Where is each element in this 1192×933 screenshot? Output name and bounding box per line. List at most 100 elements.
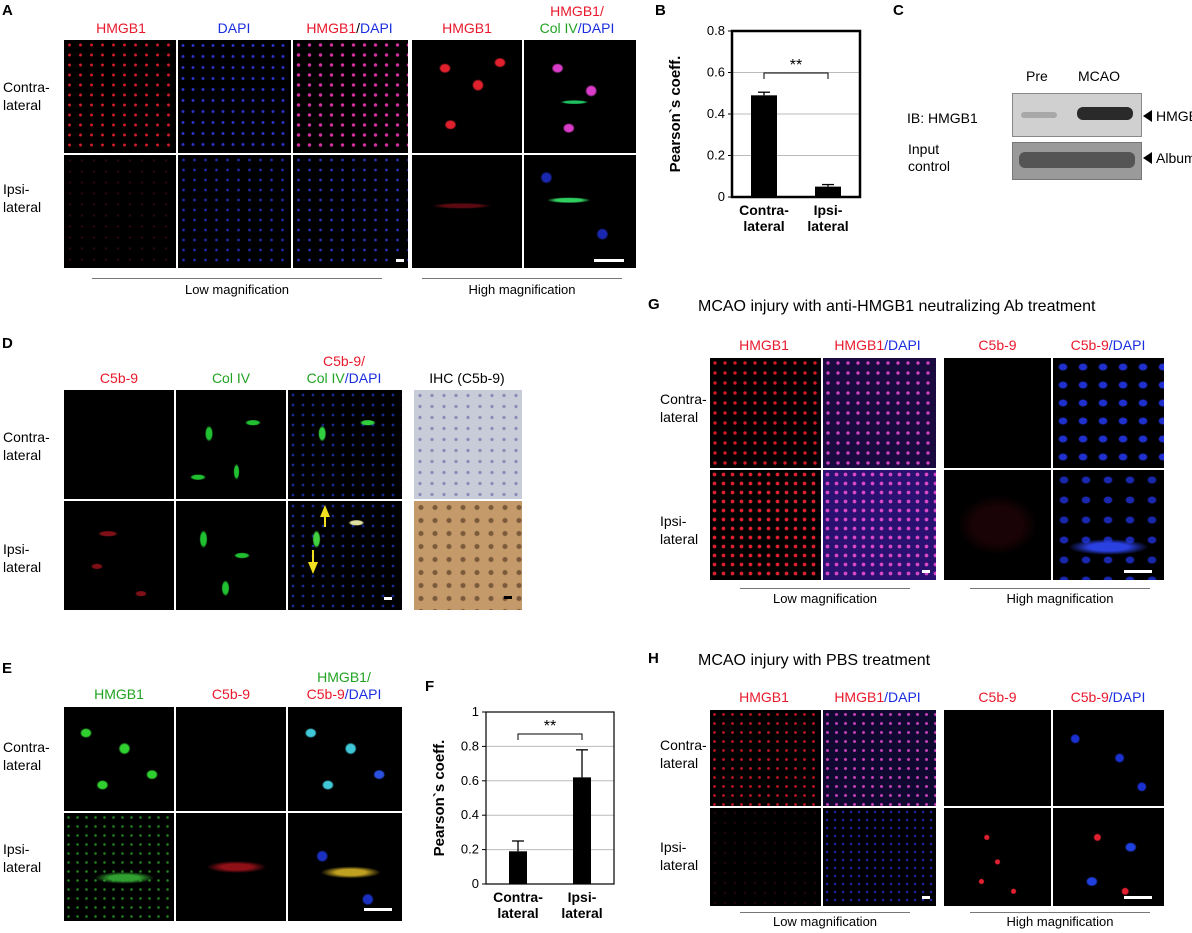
d-row-contralateral: Contra- lateral [3, 429, 50, 463]
y-tick-label: 0.6 [707, 65, 725, 80]
c-arrow-albumin [1143, 152, 1152, 164]
g-high-image-grid [944, 358, 1164, 580]
d-img-ipsi-c5b9 [64, 501, 174, 610]
g-col-hmgb1: HMGB1 [739, 337, 789, 353]
d-img-contra-col4 [176, 390, 286, 499]
h-img-ipsi-merge [823, 808, 936, 906]
y-tick-label: 0 [472, 876, 479, 891]
h-img-ipsi-hmgb1 [710, 808, 821, 906]
d-ihc-scale-bar [504, 596, 512, 599]
a-img-high-contra-hmgb1 [412, 40, 522, 153]
c-band-label-albumin: Albumin [1156, 150, 1192, 166]
h-scale-bar-low [922, 896, 930, 899]
g-low-bracket [740, 588, 910, 589]
g-img-high-contra-merge [1053, 358, 1164, 468]
g-img-ipsi-merge [823, 470, 936, 580]
h-scale-bar-high [1124, 896, 1152, 899]
c-blot-hmgb1 [1012, 93, 1142, 137]
a-img-ipsi-dapi [178, 155, 291, 268]
h-img-high-contra-c5b9 [944, 710, 1051, 806]
x-category-label: Ipsi- [814, 202, 843, 218]
panel-label-e: E [2, 660, 13, 677]
h-footer-low: Low magnification [772, 914, 878, 929]
x-category-label: Contra- [493, 889, 543, 905]
h-col-c5b9: C5b-9 [978, 689, 1017, 705]
c-band-pre [1021, 112, 1057, 118]
h-col-hmgb1: HMGB1 [739, 689, 789, 705]
bar-2 [815, 186, 841, 197]
a-col-hmgb1: HMGB1 [96, 20, 146, 36]
a-img-contra-merge [293, 40, 408, 153]
panel-label-h: H [648, 650, 659, 667]
g-row-ipsilateral: Ipsi- lateral [660, 513, 699, 547]
h-img-high-ipsi-c5b9 [944, 808, 1051, 906]
c-input-control: Input control [908, 141, 951, 174]
a-col-merge: HMGB1/DAPI [306, 20, 393, 36]
significance-bracket [517, 733, 583, 740]
c-blot-albumin [1012, 142, 1142, 180]
c-arrow-hmgb1 [1143, 110, 1152, 122]
panel-label-c: C [893, 2, 904, 19]
e-img-contra-c5b9 [176, 707, 286, 811]
g-img-contra-merge [823, 358, 936, 468]
h-img-high-ipsi-merge [1053, 808, 1164, 906]
x-category-label: lateral [497, 905, 538, 921]
h-col-c5b9-dapi: C5b-9/DAPI [1070, 689, 1146, 705]
c-lane-mcao: MCAO [1078, 68, 1120, 84]
a-img-high-ipsi-hmgb1 [412, 155, 522, 268]
h-low-bracket [740, 912, 910, 913]
h-row-ipsilateral: Ipsi- lateral [660, 839, 699, 873]
significance-marker: ** [790, 57, 802, 74]
a-row-contralateral: Contra- lateral [3, 79, 50, 113]
d-img-ihc-ipsi [414, 501, 522, 610]
significance-marker: ** [544, 718, 556, 735]
y-tick-label: 0.4 [707, 106, 725, 121]
d-arrow-lower-shaft [312, 550, 314, 562]
d-img-ihc-contra [414, 390, 522, 499]
g-title: MCAO injury with anti-HMGB1 neutralizing… [698, 298, 1096, 315]
h-col-hmgb1-dapi: HMGB1/DAPI [834, 689, 921, 705]
a-img-high-ipsi-merge [524, 155, 636, 268]
h-title: MCAO injury with PBS treatment [698, 652, 931, 669]
d-img-ipsi-col4 [176, 501, 286, 610]
e-col-merge: HMGB1/C5b-9/DAPI [306, 669, 382, 702]
d-arrow-upper-shaft [324, 517, 326, 527]
g-col-c5b9: C5b-9 [978, 337, 1017, 353]
a-high-image-grid [412, 40, 636, 268]
a-footer-low: Low magnification [184, 282, 290, 297]
y-tick-label: 0.2 [461, 842, 479, 857]
y-tick-label: 0.6 [461, 773, 479, 788]
chart-b: 00.20.40.60.8Contra-lateralIpsi-lateral*… [667, 23, 862, 234]
h-img-contra-merge [823, 710, 936, 806]
d-arrow-lower [308, 562, 318, 574]
y-tick-label: 0.8 [707, 23, 725, 38]
e-img-ipsi-merge [288, 813, 402, 921]
y-tick-label: 0.2 [707, 148, 725, 163]
y-tick-label: 0 [718, 189, 725, 204]
a-scale-bar-high [594, 259, 624, 262]
g-col-c5b9-dapi: C5b-9/DAPI [1070, 337, 1146, 353]
g-img-high-ipsi-merge [1053, 470, 1164, 580]
e-img-contra-hmgb1 [64, 707, 174, 811]
g-scale-bar-high [1124, 570, 1152, 573]
g-img-high-ipsi-c5b9 [944, 470, 1051, 580]
e-image-grid [64, 707, 402, 921]
panel-label-g: G [648, 296, 660, 313]
y-tick-label: 1 [472, 704, 479, 719]
x-category-label: Ipsi- [568, 889, 597, 905]
c-band-label-hmgb1: HMGB1 [1156, 108, 1192, 124]
d-col-merge: C5b-9/Col IV/DAPI [306, 353, 382, 386]
a-img-contra-hmgb1 [64, 40, 176, 153]
h-high-bracket [970, 912, 1150, 913]
y-axis-label: Pearson`s coeff. [431, 740, 448, 857]
e-row-ipsilateral: Ipsi- lateral [3, 841, 42, 875]
d-arrow-upper [320, 505, 330, 517]
d-img-contra-merge [288, 390, 402, 499]
a-img-ipsi-hmgb1 [64, 155, 176, 268]
h-img-high-contra-merge [1053, 710, 1164, 806]
d-row-ipsilateral: Ipsi- lateral [3, 541, 42, 575]
h-img-contra-hmgb1 [710, 710, 821, 806]
e-row-contralateral: Contra- lateral [3, 739, 50, 773]
a-col-high-hmgb1: HMGB1 [442, 20, 492, 36]
g-high-bracket [970, 588, 1150, 589]
